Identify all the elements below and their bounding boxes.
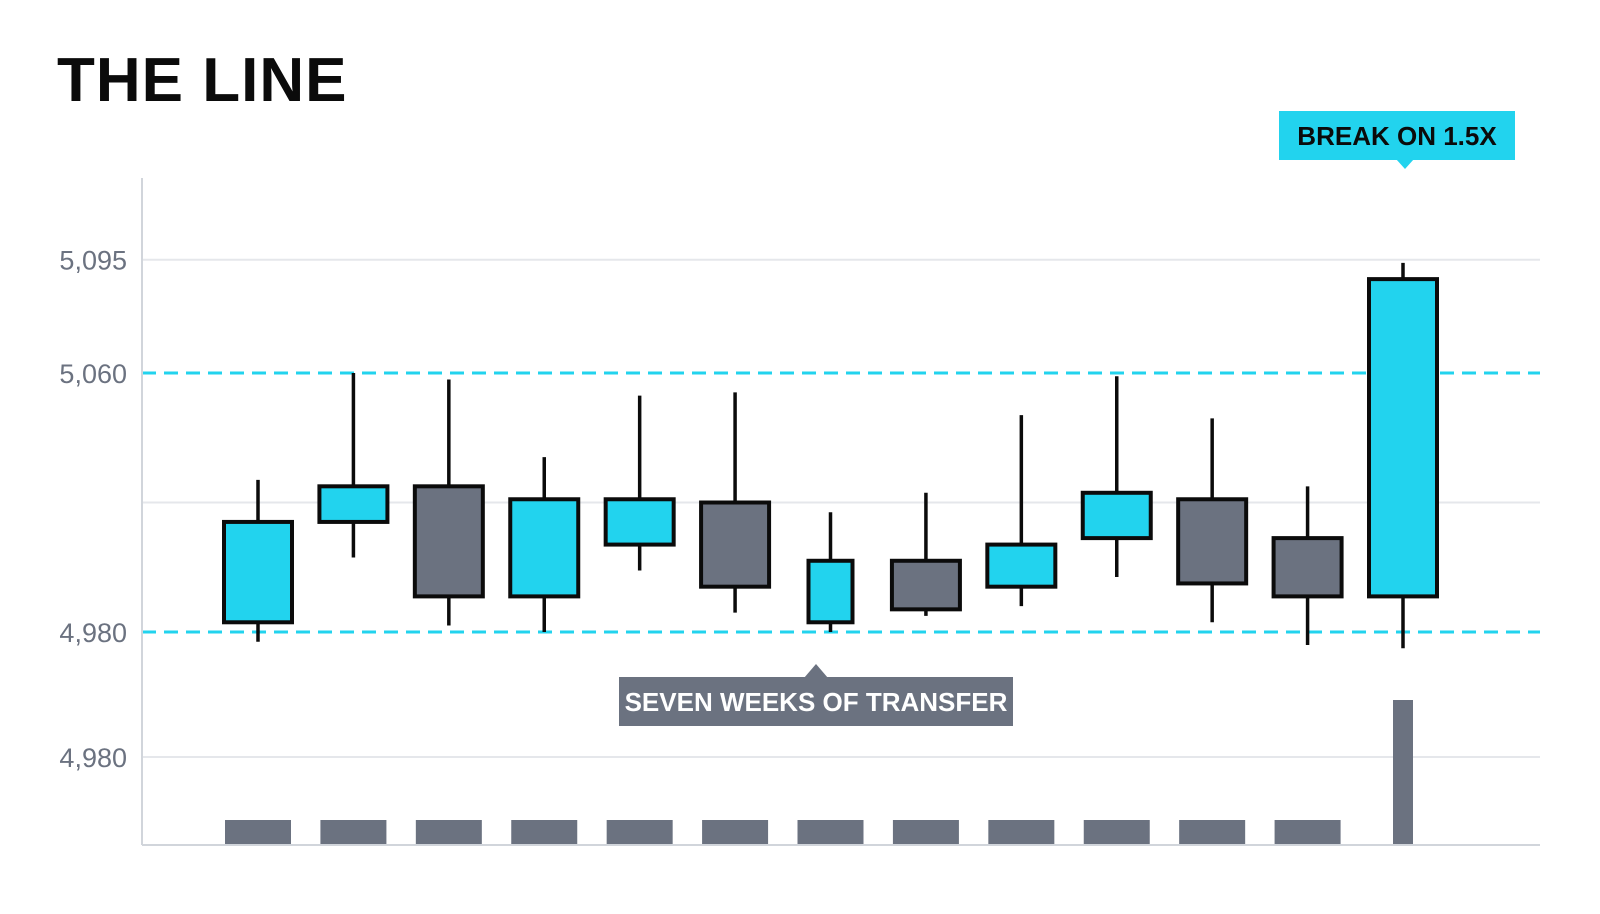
breakout-callout-pointer <box>1396 159 1414 169</box>
volume-bar <box>415 820 482 844</box>
candle <box>317 373 390 558</box>
candle <box>1271 486 1344 645</box>
candle-body <box>1367 277 1439 599</box>
candle <box>699 392 772 613</box>
candle <box>806 512 855 632</box>
candle <box>985 415 1058 607</box>
candle <box>1176 418 1249 623</box>
breakout-callout: BREAK ON 1.5X <box>1279 111 1515 169</box>
candles <box>222 262 1439 649</box>
candle <box>889 492 962 616</box>
candle-body <box>222 519 294 625</box>
candle <box>603 395 676 571</box>
candle-body <box>317 484 390 524</box>
breakout-callout-box <box>1279 111 1515 160</box>
volume-bar <box>225 820 291 844</box>
y-tick-label: 5,060 <box>59 359 127 389</box>
candle-body <box>985 542 1058 589</box>
volume-bar <box>892 820 959 844</box>
y-axis-ticks: 5,095 5,060 4,980 4,980 <box>59 246 127 773</box>
volume-bar <box>606 820 673 844</box>
volume-bar <box>797 820 864 844</box>
candle-body <box>1080 490 1153 541</box>
volume-bar <box>988 820 1055 844</box>
candle <box>508 457 581 632</box>
candle <box>1080 376 1153 577</box>
candle <box>412 379 485 626</box>
range-callout-pointer <box>804 664 828 678</box>
volume-bar <box>1274 820 1341 844</box>
candle-body <box>603 497 676 547</box>
volume-bar <box>511 820 578 844</box>
range-callout: SEVEN WEEKS OF TRANSFER <box>619 664 1013 726</box>
candle-body <box>806 558 855 625</box>
candle <box>1367 262 1439 649</box>
candle-body <box>1271 536 1344 599</box>
axes <box>141 178 1540 846</box>
volume-bar <box>1083 820 1150 844</box>
candle-body <box>1176 497 1249 586</box>
volume-bar <box>1393 700 1413 844</box>
candle-body <box>699 500 772 589</box>
candle-body <box>508 497 581 599</box>
range-callout-box <box>619 677 1013 726</box>
candle-body <box>889 558 962 612</box>
y-tick-label: 4,980 <box>59 618 127 648</box>
y-tick-label: 5,095 <box>59 246 127 276</box>
volume-bars <box>225 700 1413 844</box>
range-callout-text: SEVEN WEEKS OF TRANSFER <box>625 687 1008 717</box>
chart-title: THE LINE <box>57 46 348 115</box>
candle-body <box>412 484 485 599</box>
level-lines <box>142 371 1540 634</box>
volume-bar <box>320 820 387 844</box>
volume-bar <box>702 820 769 844</box>
breakout-callout-text: BREAK ON 1.5X <box>1297 121 1497 151</box>
volume-axis-label: 4,980 <box>59 743 127 773</box>
volume-bar <box>1179 820 1246 844</box>
candle <box>222 479 294 642</box>
